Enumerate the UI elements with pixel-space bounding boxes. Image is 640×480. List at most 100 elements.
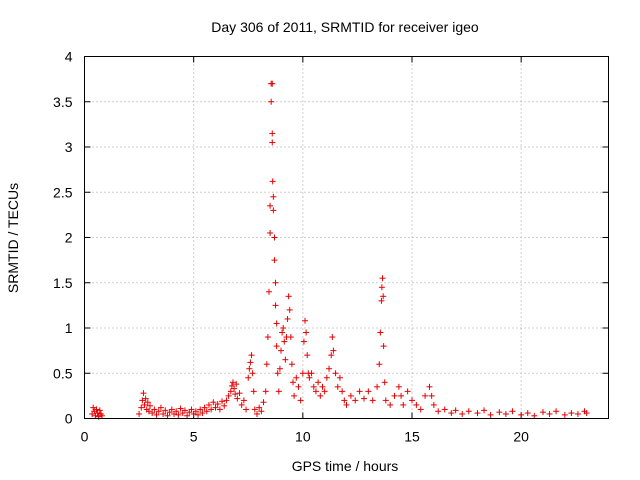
data-point [315,379,322,386]
data-point [509,408,516,415]
data-point [243,406,250,413]
data-point [382,397,389,404]
grid-lines [84,56,609,419]
data-point [428,392,435,399]
data-point [568,410,575,417]
data-point [136,410,143,417]
chart-title: Day 306 of 2011, SRMTID for receiver ige… [211,19,479,35]
data-point [269,178,276,185]
data-point [336,374,343,381]
y-tick-label: 3.5 [53,94,73,110]
data-point [160,410,167,417]
x-tick-label: 10 [295,429,311,445]
y-tick-label: 0.5 [53,365,73,381]
data-point [374,383,381,390]
data-point [253,410,260,417]
data-point [381,379,388,386]
data-point [487,411,494,418]
data-point [141,401,148,408]
data-point [452,407,459,414]
data-point [227,388,234,395]
data-point [380,343,387,350]
data-point [157,404,164,411]
data-point [326,365,333,372]
data-point [184,412,191,419]
data-point [232,391,239,398]
data-point [329,334,336,341]
data-point [330,347,337,354]
data-point [285,293,292,300]
data-point [378,297,385,304]
data-point [303,329,310,336]
data-point [263,361,270,368]
data-point [300,338,307,345]
data-point [281,338,288,345]
data-point [287,334,294,341]
data-point [448,410,455,417]
data-point [223,397,230,404]
data-point [269,80,276,87]
data-point [212,404,219,411]
data-point [272,302,279,309]
data-point [98,412,105,419]
data-point [280,325,287,331]
data-point [398,392,405,399]
data-point [262,388,269,395]
data-point [229,379,236,386]
data-point [496,409,503,416]
data-point [302,317,309,324]
data-point [312,388,319,395]
data-point [271,234,278,241]
data-point [173,408,180,415]
data-point [502,410,509,417]
data-point [323,374,330,381]
data-point [391,392,398,399]
data-point [518,411,525,418]
data-point [291,392,298,399]
y-tick-label: 3 [65,139,73,155]
data-point [430,401,437,408]
data-point [195,411,202,418]
data-point [271,257,278,264]
data-point [306,374,313,381]
data-point [203,408,210,415]
data-point [145,408,152,415]
data-point [553,408,560,415]
data-point [276,365,283,372]
data-point [304,352,311,359]
data-point [334,383,341,390]
y-tick-label: 2 [65,230,73,246]
data-point [400,401,407,408]
data-point [352,397,359,404]
data-point [240,397,247,404]
data-point [270,207,277,214]
data-point [234,395,241,402]
data-point [379,275,386,282]
data-point [162,407,169,414]
data-point [347,392,354,399]
data-point [210,399,217,406]
data-point [265,288,272,295]
data-point [249,370,256,377]
data-point [250,388,257,395]
data-point [246,365,253,372]
data-point [356,388,363,395]
data-point [273,343,280,350]
data-point [214,401,221,408]
data-point [279,329,286,336]
y-tick-label: 0 [65,411,73,427]
data-point [155,408,162,415]
data-point [139,397,146,404]
data-point [153,411,160,418]
data-point [205,401,212,408]
data-point [404,388,411,395]
data-point [282,356,289,363]
data-point [258,408,265,415]
data-point [225,392,232,399]
data-point [409,397,415,404]
data-point [149,410,156,417]
data-point [175,411,182,418]
data-point [293,374,300,381]
data-point [546,410,553,417]
